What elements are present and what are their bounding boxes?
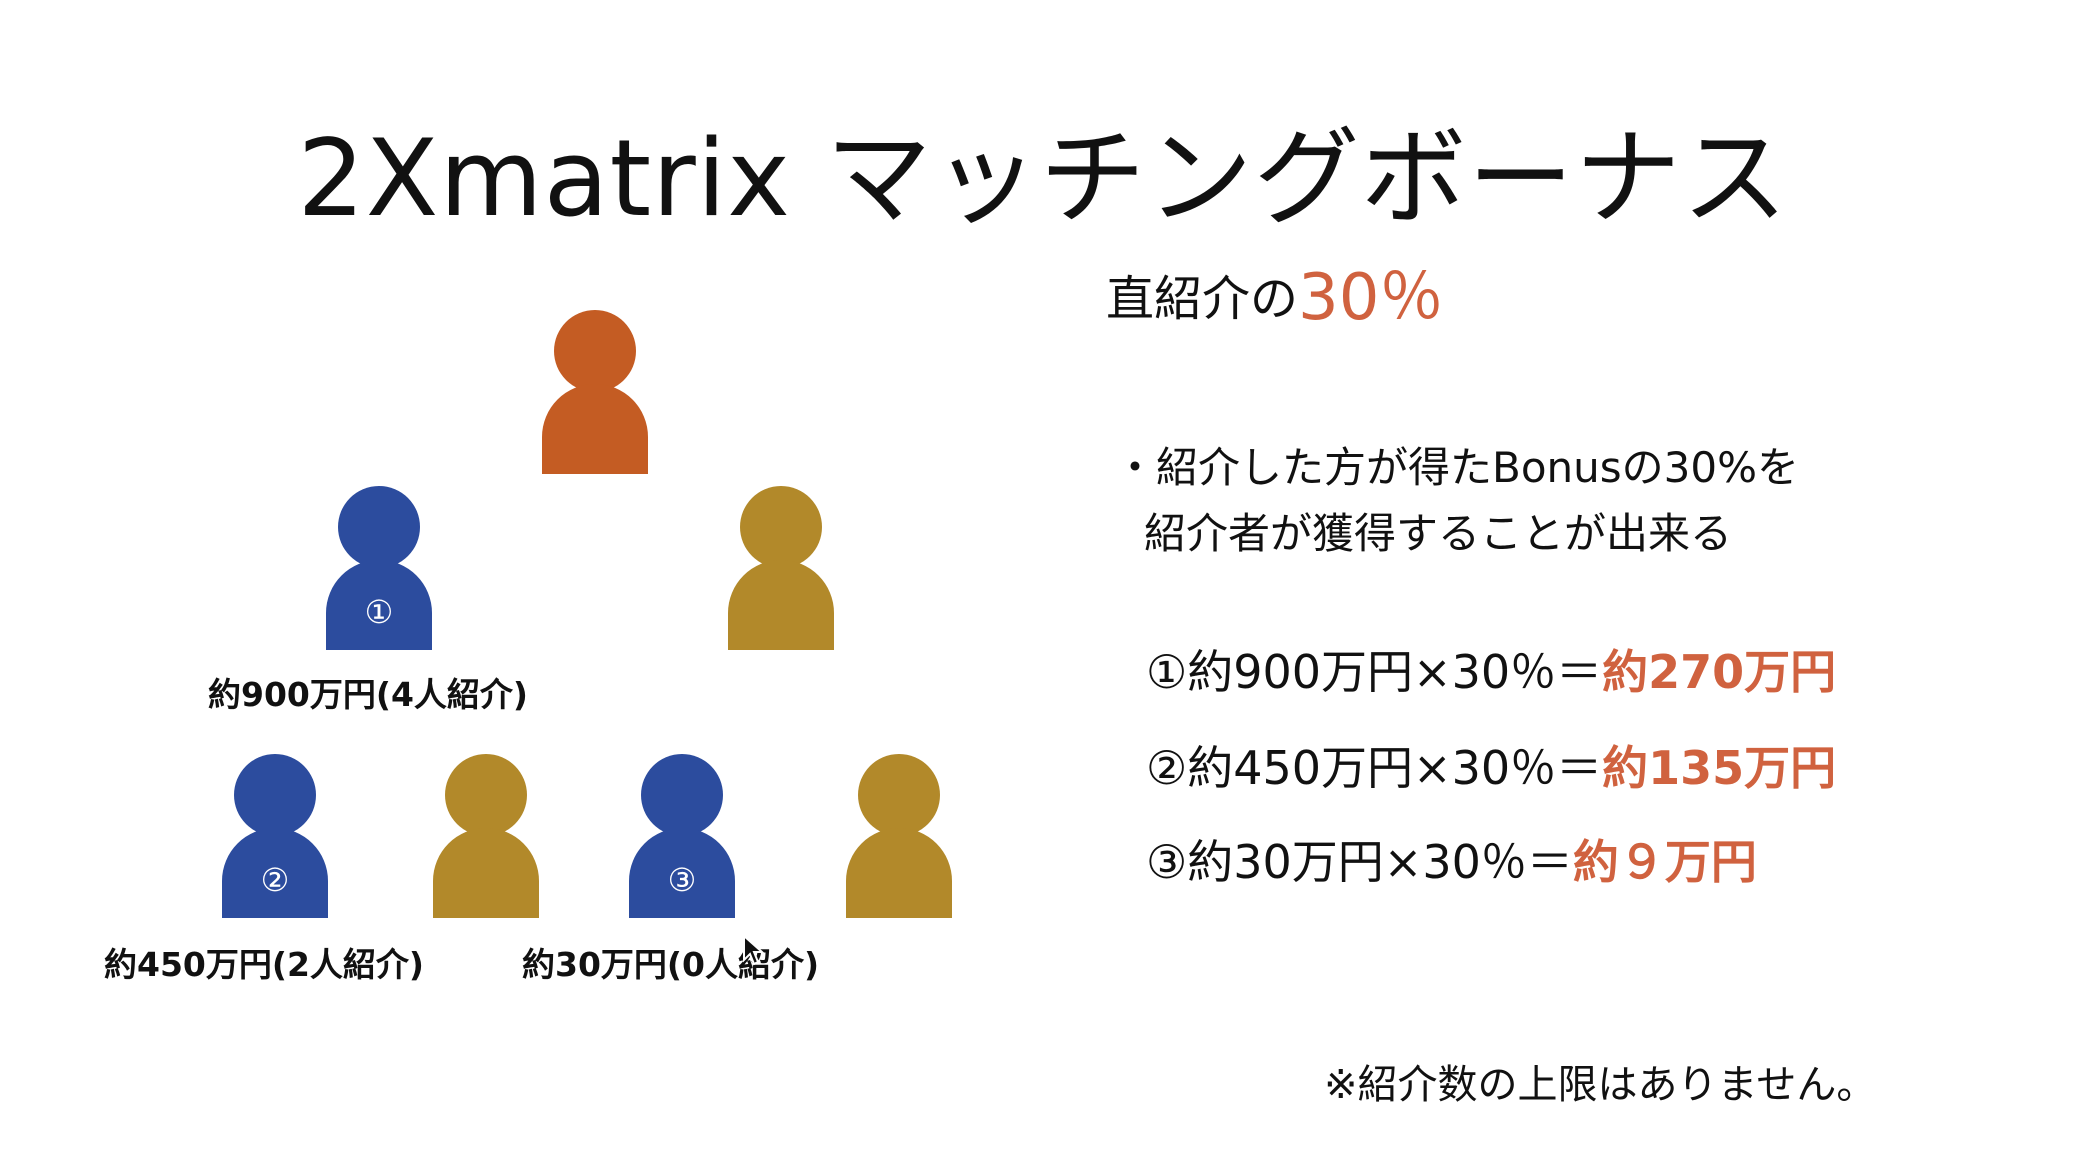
node-label-3: 約30万円(0人紹介) [522, 945, 820, 984]
person-icon-blue-2: ② [222, 754, 328, 918]
calculation-result: 約135万円 [1602, 741, 1837, 795]
rate-heading: 直紹介の30％ [1106, 246, 1443, 338]
calculation-formula: ②約450万円×30％＝ [1146, 741, 1603, 795]
calculation-row-2: ②約450万円×30％＝約135万円 [1146, 732, 1836, 798]
description-line-1: ・紹介した方が得たBonusの30%を [1114, 443, 1799, 492]
node-number-2: ② [260, 861, 290, 899]
node-number-1: ① [364, 593, 394, 631]
calculation-row-1: ①約900万円×30％＝約270万円 [1146, 636, 1836, 702]
calculation-formula: ①約900万円×30％＝ [1146, 645, 1603, 699]
person-icon-gold-3 [846, 754, 952, 918]
mouse-cursor-icon [742, 933, 765, 970]
node-number-3: ③ [667, 861, 697, 899]
person-icon-blue-1: ① [326, 486, 432, 650]
footnote: ※紹介数の上限はありません。 [1324, 1062, 1877, 1108]
rate-value: 30％ [1298, 261, 1444, 335]
node-label-1: 約900万円(4人紹介) [208, 675, 529, 714]
slide-title: 2Xmatrix マッチングボーナス [297, 117, 1789, 240]
description-line-2: 紹介者が獲得することが出来る [1144, 509, 1733, 558]
calculation-result: 約270万円 [1602, 645, 1837, 699]
calculation-result: 約９万円 [1572, 835, 1757, 889]
person-icon-top [542, 310, 648, 474]
rate-prefix: 直紹介の [1106, 271, 1299, 327]
node-label-2: 約450万円(2人紹介) [104, 945, 425, 984]
person-icon-blue-3: ③ [629, 754, 735, 918]
person-icon-gold-1 [728, 486, 834, 650]
calculation-row-3: ③約30万円×30％＝約９万円 [1146, 826, 1757, 892]
person-icon-gold-2 [433, 754, 539, 918]
calculation-formula: ③約30万円×30％＝ [1146, 835, 1573, 889]
